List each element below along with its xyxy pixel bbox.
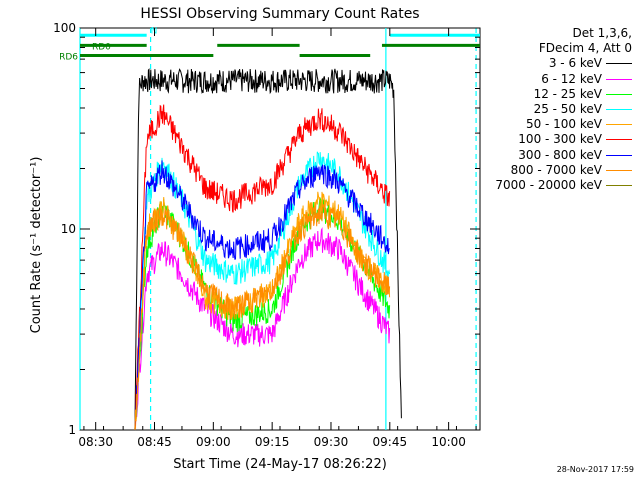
legend: Det 1,3,6, FDecim 4, Att 0 3 - 6 keV 6 - … — [432, 26, 632, 193]
legend-label: 25 - 50 keV — [533, 102, 602, 117]
legend-label: 3 - 6 keV — [548, 56, 602, 71]
x-tick-label-1: 08:45 — [137, 435, 172, 449]
timestamp-footer: 28-Nov-2017 17:59 — [556, 465, 634, 474]
x-tick-label-2: 09:00 — [196, 435, 231, 449]
legend-swatch — [606, 139, 632, 141]
legend-swatch — [606, 124, 632, 126]
series-0-line — [134, 68, 402, 431]
series-1-line — [134, 227, 391, 431]
plot-area: NRD0RD6 — [59, 26, 481, 431]
legend-label: 12 - 25 keV — [533, 86, 602, 101]
x-tick-label-5: 09:45 — [373, 435, 408, 449]
legend-swatch — [606, 63, 632, 65]
legend-label: 50 - 100 keV — [525, 117, 602, 132]
series-3-line — [134, 151, 391, 431]
legend-entry-1: 6 - 12 keV — [432, 72, 632, 87]
status-bar-label-2: RD0 — [92, 42, 111, 52]
legend-entry-2: 12 - 25 keV — [432, 87, 632, 102]
y-tick-label-0: 1 — [68, 423, 76, 437]
x-tick-label-6: 10:00 — [431, 435, 466, 449]
legend-header-1: Det 1,3,6, — [572, 26, 633, 40]
legend-swatch — [606, 154, 632, 156]
legend-label: 100 - 300 keV — [518, 132, 602, 147]
legend-swatch — [606, 185, 632, 187]
y-axis-label: Count Rate (s⁻¹ detector⁻¹) — [29, 157, 44, 334]
legend-label: 300 - 800 keV — [518, 147, 602, 162]
chart-title: HESSI Observing Summary Count Rates — [140, 6, 419, 22]
legend-swatch — [606, 93, 632, 95]
legend-label: 7000 - 20000 keV — [495, 178, 602, 193]
y-tick-label-2: 100 — [53, 21, 76, 35]
x-axis: 08:30 08:45 09:00 09:15 09:30 09:45 10:00 — [78, 28, 477, 449]
legend-label: 800 - 7000 keV — [510, 162, 602, 177]
x-axis-label: Start Time (24-May-17 08:26:22) — [173, 457, 387, 472]
legend-header-2: FDecim 4, Att 0 — [538, 41, 632, 56]
y-axis: 1 10 100 — [53, 21, 480, 437]
legend-swatch — [606, 169, 632, 171]
legend-label: 6 - 12 keV — [541, 71, 602, 86]
x-tick-label-3: 09:15 — [255, 435, 290, 449]
legend-entry-6: 300 - 800 keV — [432, 148, 632, 163]
legend-swatch — [606, 109, 632, 111]
legend-entry-3: 25 - 50 keV — [432, 102, 632, 117]
legend-entry-4: 50 - 100 keV — [432, 117, 632, 132]
y-tick-label-1: 10 — [61, 222, 76, 236]
x-tick-label-0: 08:30 — [78, 435, 113, 449]
legend-swatch — [606, 78, 632, 80]
legend-entry-7: 800 - 7000 keV — [432, 163, 632, 178]
status-bar-label-5: RD6 — [59, 52, 78, 62]
series-6-line — [134, 160, 391, 431]
series-5-line — [134, 104, 391, 431]
x-tick-label-4: 09:30 — [314, 435, 349, 449]
legend-entry-8: 7000 - 20000 keV — [432, 178, 632, 193]
legend-entry-5: 100 - 300 keV — [432, 132, 632, 147]
legend-entry-0: 3 - 6 keV — [432, 56, 632, 71]
series-7-line — [134, 204, 391, 431]
